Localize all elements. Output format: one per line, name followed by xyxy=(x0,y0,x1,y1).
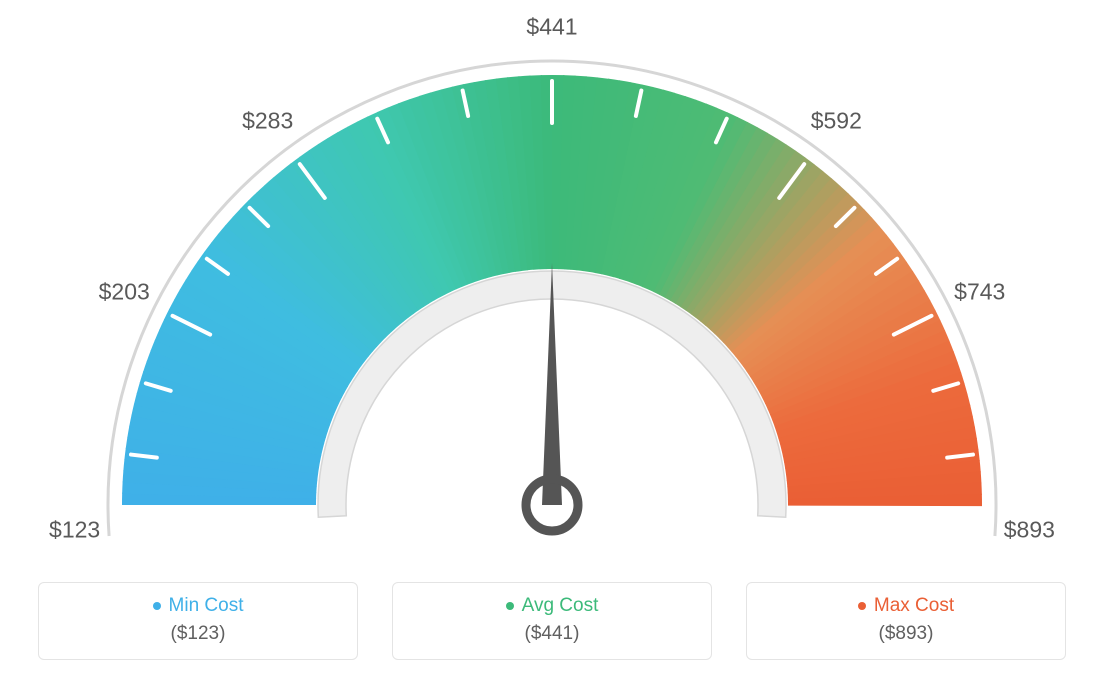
dot-icon xyxy=(153,602,161,610)
legend-value-max: ($893) xyxy=(879,623,934,645)
legend-title-avg: Avg Cost xyxy=(506,595,599,617)
legend-value-avg: ($441) xyxy=(525,623,580,645)
gauge-svg xyxy=(0,0,1104,580)
gauge-tick-label: $592 xyxy=(811,107,862,134)
gauge-tick-label: $283 xyxy=(242,107,293,134)
legend-row: Min Cost ($123) Avg Cost ($441) Max Cost… xyxy=(0,582,1104,660)
gauge-tick-label: $123 xyxy=(49,517,100,544)
legend-label: Avg Cost xyxy=(522,595,599,617)
chart-container: $123 $203 $283 $441 $592 $743 $893 Min Cost ($… xyxy=(0,0,1104,690)
gauge-tick-label: $441 xyxy=(526,14,577,41)
dot-icon xyxy=(858,602,866,610)
gauge-tick-label: $893 xyxy=(1004,517,1055,544)
legend-card-min: Min Cost ($123) xyxy=(38,582,358,660)
dot-icon xyxy=(506,602,514,610)
legend-label: Max Cost xyxy=(874,595,954,617)
gauge-tick-label: $203 xyxy=(99,278,150,305)
gauge: $123 $203 $283 $441 $592 $743 $893 xyxy=(0,0,1104,580)
legend-label: Min Cost xyxy=(169,595,244,617)
legend-title-max: Max Cost xyxy=(858,595,954,617)
legend-title-min: Min Cost xyxy=(153,595,244,617)
gauge-tick-label: $743 xyxy=(954,278,1005,305)
legend-card-avg: Avg Cost ($441) xyxy=(392,582,712,660)
legend-card-max: Max Cost ($893) xyxy=(746,582,1066,660)
legend-value-min: ($123) xyxy=(171,623,226,645)
